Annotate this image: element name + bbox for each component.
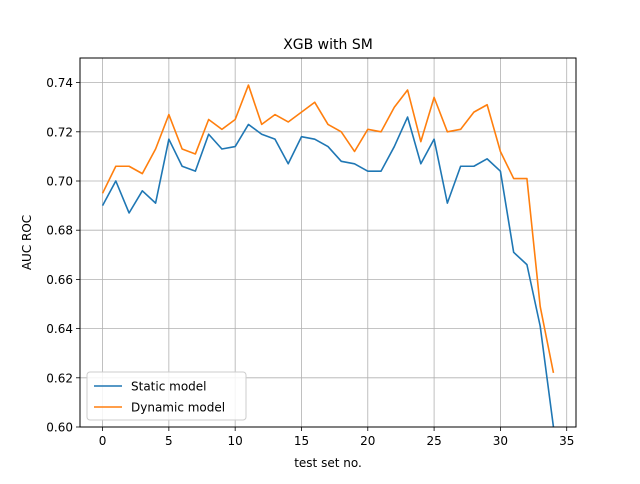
y-tick-label: 0.74 <box>46 76 73 90</box>
x-tick-label: 0 <box>99 434 107 448</box>
legend-label-static-model: Static model <box>131 380 207 394</box>
x-tick-label: 20 <box>360 434 375 448</box>
x-axis-ticks: 0 5 10 15 20 25 30 35 <box>99 427 574 448</box>
x-tick-label: 5 <box>165 434 173 448</box>
x-tick-label: 35 <box>559 434 574 448</box>
plot-frame <box>79 57 577 428</box>
legend-box <box>86 371 247 421</box>
series-line-static-model <box>101 116 555 428</box>
x-tick-label: 25 <box>426 434 441 448</box>
y-tick-label: 0.62 <box>46 371 73 385</box>
y-axis-ticks: 0.60 0.62 0.64 0.66 0.68 0.70 0.72 0.74 <box>46 76 80 435</box>
series-line-dynamic-model <box>101 84 555 374</box>
x-tick-label: 10 <box>228 434 243 448</box>
x-axis-label: test set no. <box>294 456 362 470</box>
y-tick-label: 0.72 <box>46 125 73 139</box>
x-tick-label: 30 <box>493 434 508 448</box>
y-tick-label: 0.60 <box>46 421 73 435</box>
y-tick-label: 0.70 <box>46 175 73 189</box>
chart-title: XGB with SM <box>283 37 373 53</box>
x-tick-label: 15 <box>294 434 309 448</box>
y-tick-label: 0.68 <box>46 224 73 238</box>
y-tick-label: 0.66 <box>46 273 73 287</box>
legend-label-dynamic-model: Dynamic model <box>131 401 225 415</box>
series-layer <box>101 84 555 428</box>
legend: Static model Dynamic model <box>86 371 247 421</box>
y-tick-label: 0.64 <box>46 322 73 336</box>
y-axis-label: AUC ROC <box>20 215 34 270</box>
